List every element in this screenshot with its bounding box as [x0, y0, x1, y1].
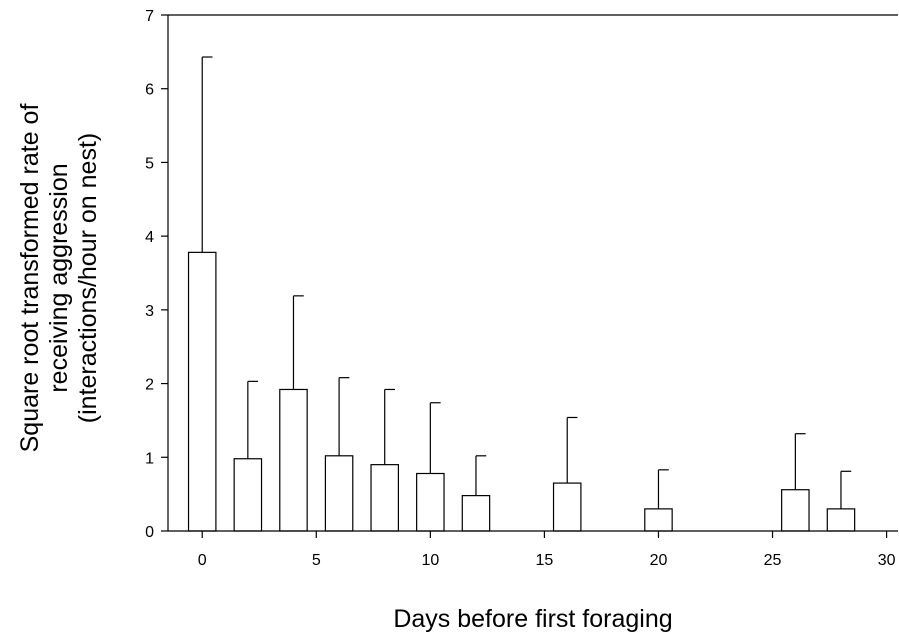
- y-tick-label-5: 5: [145, 155, 154, 172]
- y-axis-label: Square root transformed rate ofreceiving…: [16, 104, 102, 453]
- bar-2: [279, 388, 308, 532]
- y-axis-label-line-2: (interactions/hour on nest): [74, 133, 102, 423]
- y-tick-label-1: 1: [145, 450, 154, 467]
- bar-3: [324, 455, 354, 532]
- bar-0: [187, 251, 217, 532]
- y-tick-label-7: 7: [145, 8, 154, 25]
- x-tick-label-25: 25: [764, 552, 782, 569]
- y-tick-label-2: 2: [145, 377, 154, 394]
- bar-1: [233, 458, 263, 532]
- x-tick-label-5: 5: [312, 552, 321, 569]
- bar-10: [826, 508, 856, 532]
- plot-area: 0 1 2 3 4 5 6 7 0 5 10 15 20 25 30: [145, 8, 898, 569]
- bar-4: [370, 464, 400, 532]
- x-tick-label-0: 0: [198, 552, 207, 569]
- bar-7: [552, 482, 582, 532]
- bar-9: [781, 489, 810, 532]
- bar-6: [461, 495, 491, 532]
- x-tick-label-10: 10: [421, 552, 439, 569]
- y-tick-label-6: 6: [145, 82, 154, 99]
- y-axis-label-line-0: Square root transformed rate of: [16, 104, 44, 453]
- bar-8: [644, 508, 673, 532]
- y-tick-label-3: 3: [145, 303, 154, 320]
- y-tick-label-4: 4: [145, 229, 154, 246]
- x-tick-label-15: 15: [536, 552, 554, 569]
- x-axis-label: Days before first foraging: [393, 605, 672, 633]
- x-tick-label-20: 20: [650, 552, 668, 569]
- x-tick-label-30: 30: [878, 552, 896, 569]
- bar-5: [416, 472, 445, 532]
- y-axis-label-line-1: receiving aggression: [45, 163, 73, 392]
- y-tick-label-0: 0: [145, 524, 154, 541]
